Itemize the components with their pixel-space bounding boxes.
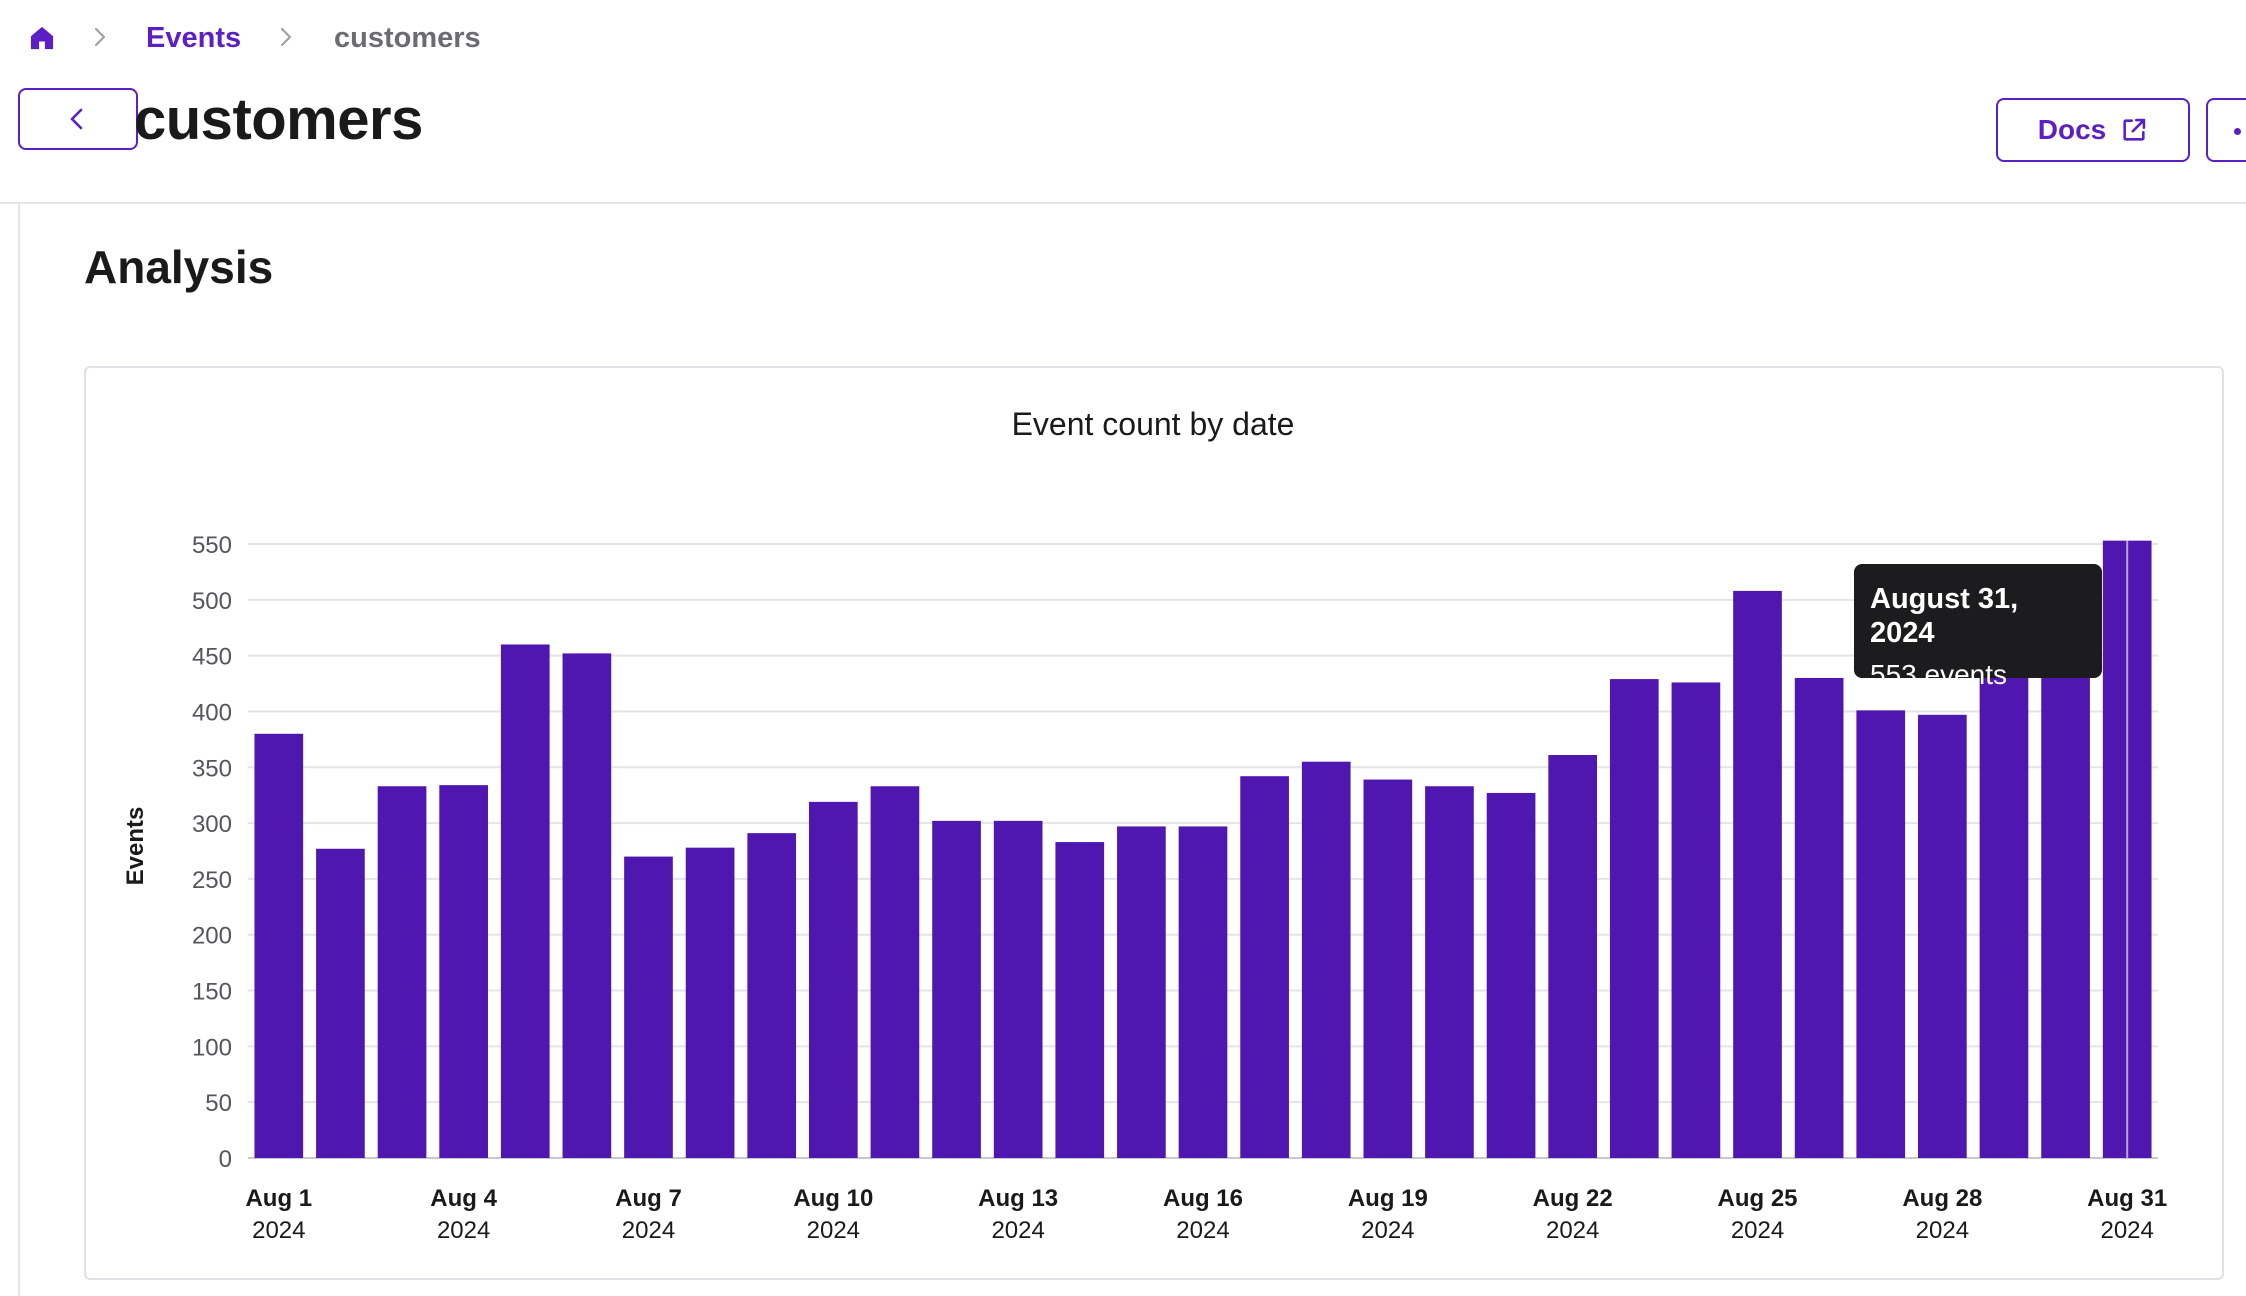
- bar[interactable]: [562, 653, 612, 1158]
- bar[interactable]: [1301, 761, 1351, 1158]
- x-tick-label: Aug 16: [1163, 1185, 1243, 1212]
- y-tick-label: 550: [192, 532, 232, 559]
- bar[interactable]: [685, 847, 735, 1158]
- chart-title: Event count by date: [1011, 406, 1295, 442]
- x-tick-label: Aug 22: [1533, 1185, 1613, 1212]
- page-title: customers: [134, 87, 423, 152]
- bar[interactable]: [2041, 646, 2090, 1158]
- y-tick-label: 350: [192, 755, 232, 782]
- y-tick-label: 400: [192, 699, 232, 726]
- x-tick-year: 2024: [1916, 1217, 1969, 1244]
- bar[interactable]: [1733, 590, 1782, 1158]
- y-tick-label: 100: [192, 1034, 232, 1061]
- bar[interactable]: [1363, 779, 1413, 1158]
- bar[interactable]: [1609, 679, 1659, 1158]
- y-tick-label: 250: [192, 867, 232, 894]
- x-tick-year: 2024: [437, 1217, 490, 1244]
- x-tick-label: Aug 25: [1718, 1185, 1798, 1212]
- bar[interactable]: [624, 856, 673, 1158]
- bar[interactable]: [1671, 682, 1721, 1158]
- y-tick-label: 200: [192, 923, 232, 950]
- bar[interactable]: [1548, 754, 1598, 1158]
- bar[interactable]: [1178, 826, 1228, 1158]
- bar[interactable]: [439, 785, 488, 1158]
- docs-button[interactable]: Docs: [1996, 98, 2190, 162]
- x-tick-label: Aug 31: [2087, 1185, 2167, 1212]
- bar[interactable]: [254, 733, 304, 1158]
- bar[interactable]: [1117, 826, 1166, 1158]
- bar[interactable]: [1486, 792, 1536, 1158]
- more-icon: [2234, 128, 2241, 135]
- back-button[interactable]: [18, 88, 138, 150]
- bar[interactable]: [1425, 786, 1474, 1158]
- breadcrumb-events-link[interactable]: Events: [146, 22, 242, 54]
- bar[interactable]: [1918, 714, 1967, 1158]
- x-tick-year: 2024: [1546, 1217, 1599, 1244]
- y-tick-label: 300: [192, 811, 232, 838]
- x-tick-label: Aug 13: [978, 1185, 1058, 1212]
- bar[interactable]: [747, 833, 797, 1158]
- tooltip-title: August 31, 2024: [1870, 583, 2019, 649]
- bar[interactable]: [1055, 842, 1105, 1158]
- docs-label: Docs: [2037, 114, 2107, 145]
- x-tick-year: 2024: [991, 1217, 1044, 1244]
- bar[interactable]: [808, 801, 858, 1158]
- tooltip-value: 553 events: [1870, 659, 2007, 690]
- home-icon[interactable]: [28, 24, 56, 52]
- bar[interactable]: [316, 848, 365, 1158]
- x-tick-label: Aug 10: [793, 1185, 873, 1212]
- x-tick-year: 2024: [252, 1217, 305, 1244]
- bar[interactable]: [1794, 677, 1844, 1158]
- chevron-right-icon: [280, 27, 292, 47]
- x-axis-ticks: Aug 1 2024 Aug 4 2024 Aug 7 2024 Aug 10 2024 Aug…: [245, 1185, 2167, 1244]
- y-tick-label: 50: [205, 1090, 232, 1117]
- bar[interactable]: [870, 786, 920, 1158]
- x-tick-year: 2024: [2100, 1217, 2153, 1244]
- x-tick-year: 2024: [1731, 1217, 1784, 1244]
- x-tick-label: Aug 7: [615, 1185, 682, 1212]
- x-tick-year: 2024: [622, 1217, 675, 1244]
- chart-bars: [254, 540, 2152, 1158]
- bar[interactable]: [993, 820, 1043, 1158]
- y-tick-label: 450: [192, 644, 232, 671]
- x-tick-year: 2024: [1176, 1217, 1229, 1244]
- x-tick-label: Aug 19: [1348, 1185, 1428, 1212]
- bar[interactable]: [1856, 710, 1906, 1158]
- bar[interactable]: [1979, 665, 2029, 1158]
- x-tick-label: Aug 4: [430, 1185, 497, 1212]
- bar[interactable]: [500, 644, 550, 1158]
- y-tick-label: 500: [192, 588, 232, 615]
- bar[interactable]: [932, 820, 981, 1158]
- more-button[interactable]: [2206, 98, 2246, 162]
- x-tick-label: Aug 1: [245, 1185, 312, 1212]
- bar[interactable]: [377, 786, 427, 1158]
- content-divider: [18, 204, 20, 1296]
- bar[interactable]: [1240, 776, 1289, 1158]
- section-title: Analysis: [84, 241, 274, 293]
- chevron-right-icon: [94, 27, 106, 47]
- page-header: Events customers customers Docs: [0, 0, 2246, 204]
- y-tick-label: 0: [219, 1146, 232, 1173]
- x-tick-year: 2024: [1361, 1217, 1414, 1244]
- chart-tooltip: August 31, 2024 553 events: [1854, 564, 2102, 690]
- chevron-left-icon: [70, 108, 83, 130]
- x-tick-year: 2024: [807, 1217, 860, 1244]
- y-tick-label: 150: [192, 979, 232, 1006]
- y-axis-ticks: 0 50 100 150 200 250 300 350 400 450 500 550: [192, 532, 232, 1173]
- x-tick-label: Aug 28: [1902, 1185, 1982, 1212]
- breadcrumb-current: customers: [334, 22, 481, 54]
- external-link-icon: [2123, 118, 2146, 141]
